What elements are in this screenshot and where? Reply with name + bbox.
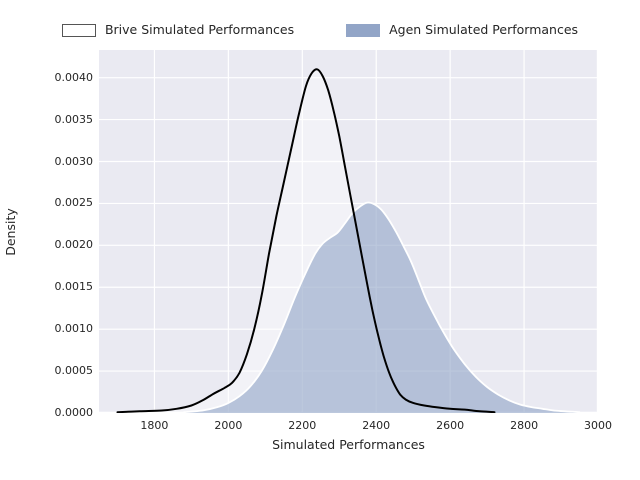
legend-item-brive: Brive Simulated Performances bbox=[61, 22, 295, 38]
x-tick-label: 2400 bbox=[362, 419, 391, 432]
legend: Brive Simulated Performances Agen Simulat… bbox=[0, 22, 640, 38]
y-axis-tick-labels: 0.0000 0.0005 0.0010 0.0015 0.0020 0.0025 0.00… bbox=[33, 50, 94, 418]
y-tick-label: 0.0000 bbox=[54, 406, 94, 419]
legend-swatch-icon bbox=[61, 23, 96, 37]
legend-item-label: Brive Simulated Performances bbox=[104, 22, 295, 37]
y-tick-label: 0.0010 bbox=[54, 322, 94, 336]
x-tick-label: 2800 bbox=[510, 419, 539, 432]
legend-item-agen: Agen Simulated Performances bbox=[346, 22, 578, 38]
legend-item-label: Agen Simulated Performances bbox=[389, 22, 579, 37]
y-tick-label: 0.0005 bbox=[54, 364, 94, 378]
y-axis-label: Density bbox=[3, 208, 18, 256]
y-tick-label: 0.0015 bbox=[54, 280, 94, 294]
x-tick-label: 1800 bbox=[140, 419, 169, 432]
plot-area bbox=[99, 50, 598, 413]
x-tick-label: 2000 bbox=[214, 419, 243, 432]
brive-density-line bbox=[116, 68, 496, 413]
x-tick-label: 2600 bbox=[436, 419, 465, 432]
legend-swatch-icon bbox=[346, 23, 381, 37]
x-axis-label: Simulated Performances bbox=[272, 437, 425, 452]
y-tick-label: 0.0025 bbox=[54, 196, 94, 210]
y-tick-label: 0.0040 bbox=[54, 70, 94, 84]
y-tick-label: 0.0030 bbox=[54, 154, 94, 168]
agen-density-edge-line bbox=[183, 201, 581, 413]
chart-canvas bbox=[99, 50, 598, 413]
brive-density-area bbox=[117, 69, 495, 413]
x-tick-label: 2200 bbox=[288, 419, 317, 432]
agen-density-area bbox=[184, 202, 580, 413]
y-tick-label: 0.0035 bbox=[54, 112, 94, 126]
x-tick-label: 3000 bbox=[584, 419, 612, 432]
x-axis-tick-labels: 1800 2000 2200 2400 2600 2800 3000 bbox=[99, 419, 612, 433]
y-tick-label: 0.0020 bbox=[54, 238, 94, 252]
